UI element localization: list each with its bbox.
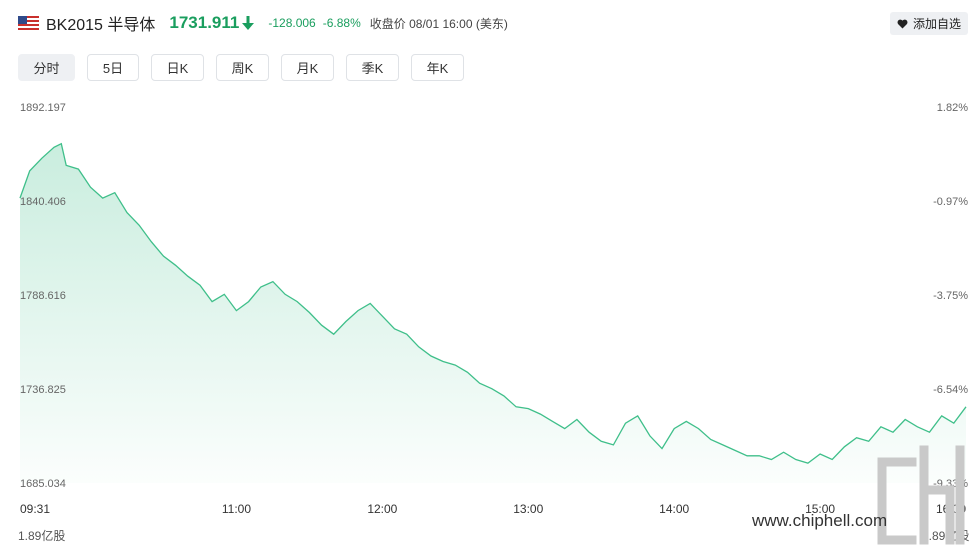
watermark-text: www.chiphell.com — [752, 511, 887, 530]
close-info: 收盘价 08/01 16:00 (美东) — [369, 16, 508, 31]
x-tick-label: 15:00 — [805, 502, 835, 516]
y-tick-label: 1736.825 — [20, 384, 66, 396]
us-flag-icon — [18, 15, 39, 31]
add-watchlist-label: 添加自选 — [912, 17, 961, 31]
y-tick-label: 1840.406 — [20, 196, 66, 208]
x-tick-label: 13:00 — [513, 502, 543, 516]
y-tick-label: 1788.616 — [20, 290, 66, 302]
last-price: 1731.911 — [169, 13, 240, 32]
x-tick-label: 12:00 — [367, 502, 397, 516]
x-tick-label: 14:00 — [659, 502, 689, 516]
y-tick-pct-label: -3.75% — [933, 290, 968, 302]
tab-monthly-k[interactable]: 月K — [281, 54, 334, 81]
arrow-down-icon — [242, 16, 255, 30]
stock-name: BK2015 半导体 — [46, 17, 156, 34]
y-tick-label: 1892.197 — [20, 102, 66, 114]
quote-header: BK2015 半导体 1731.911 -128.006 -6.88% 收盘价 … — [18, 8, 968, 38]
x-tick-label: 11:00 — [222, 502, 251, 516]
period-tabs: 分时 5日 日K 周K 月K 季K 年K — [18, 54, 476, 81]
y-tick-label: 1685.034 — [20, 478, 66, 490]
price-change: -128.006 — [268, 16, 316, 30]
tab-intraday[interactable]: 分时 — [18, 54, 75, 81]
intraday-chart[interactable]: 1892.197 1.82% 1840.406 -0.97% 1788.616 -3.75… — [0, 95, 980, 525]
tab-weekly-k[interactable]: 周K — [216, 54, 269, 81]
price-line — [19, 142, 967, 464]
add-watchlist-button[interactable]: 添加自选 — [889, 12, 968, 35]
price-change-pct: -6.88% — [322, 16, 361, 30]
y-tick-pct-label: -6.54% — [933, 384, 968, 396]
tab-quarterly-k[interactable]: 季K — [346, 54, 399, 81]
chiphell-watermark: www.chiphell.com — [752, 445, 965, 545]
heart-icon — [897, 19, 908, 29]
y-tick-pct-label: 1.82% — [937, 102, 968, 114]
price-area — [20, 143, 966, 483]
tab-daily-k[interactable]: 日K — [151, 54, 204, 81]
volume-label-left: 1.89亿股 — [18, 529, 66, 543]
y-tick-pct-label: -0.97% — [933, 196, 968, 208]
x-tick-label: 09:31 — [20, 502, 50, 516]
tab-5day[interactable]: 5日 — [87, 54, 139, 81]
chiphell-logo-shape — [877, 445, 965, 545]
tab-yearly-k[interactable]: 年K — [411, 54, 464, 81]
